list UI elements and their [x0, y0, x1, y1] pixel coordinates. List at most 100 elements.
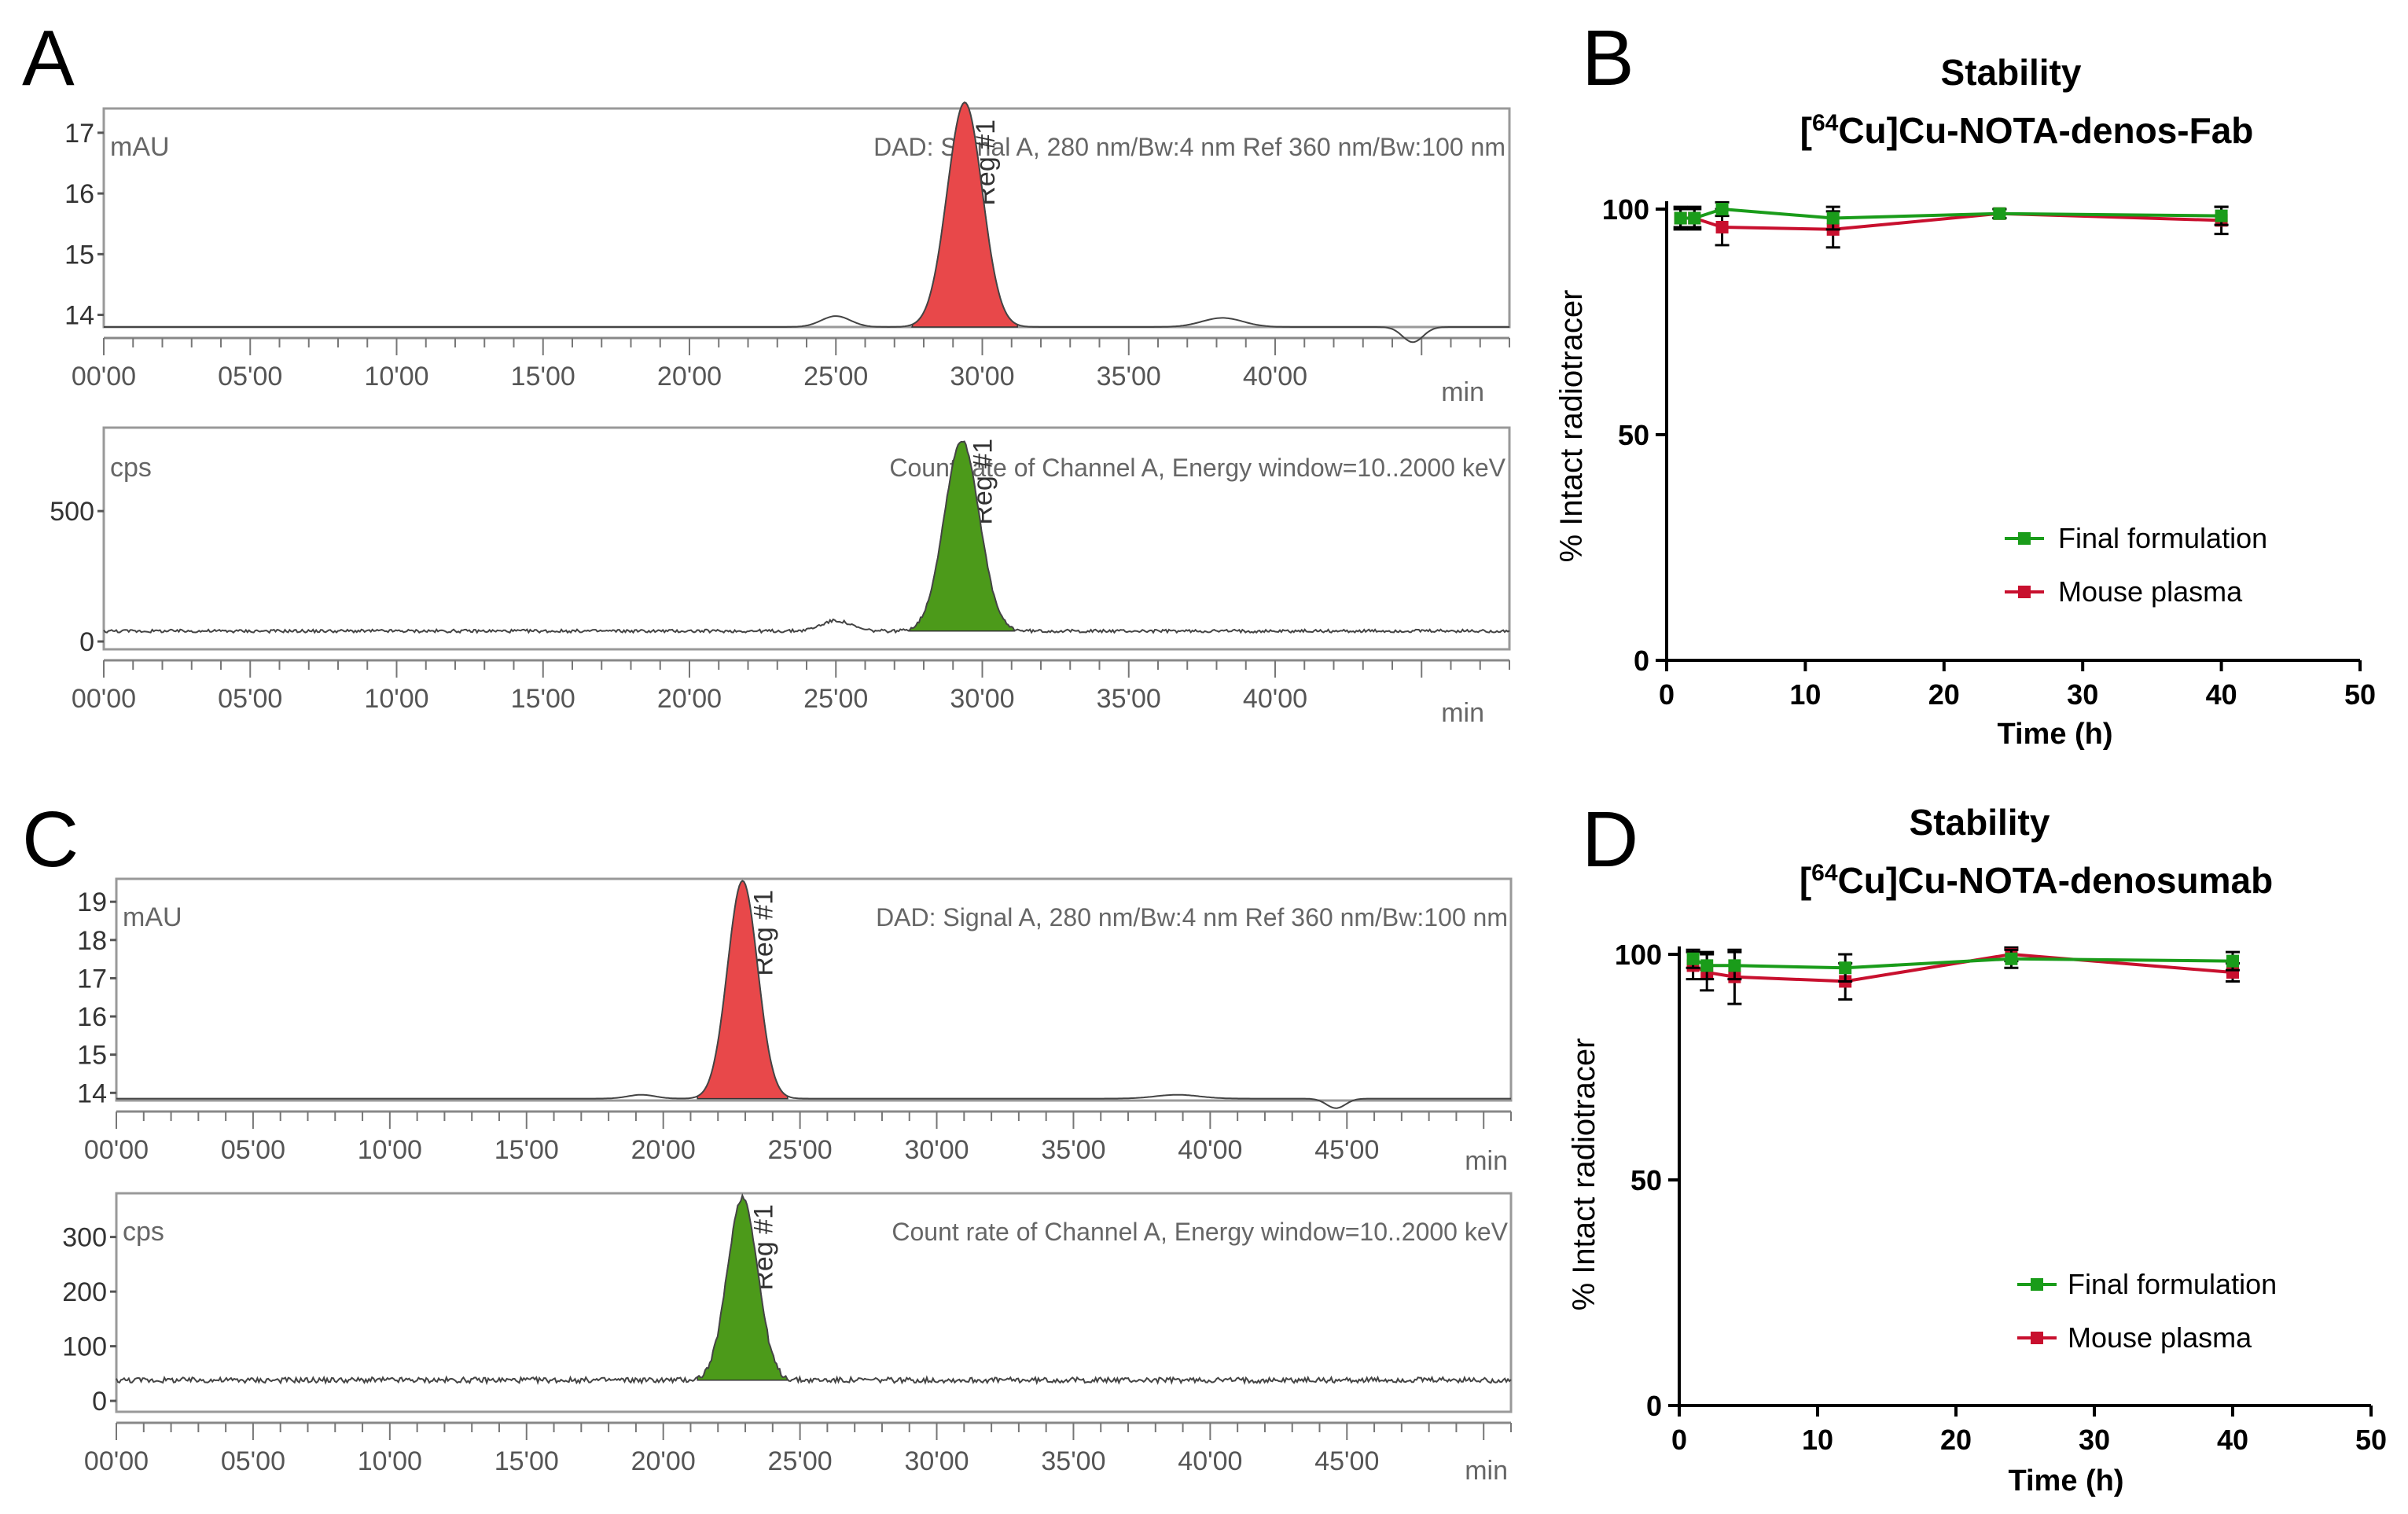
c-radio-x-tick-label: 05'00 [221, 1446, 285, 1476]
a-radio-x-tick-label: 35'00 [1097, 684, 1161, 714]
c-uv-plot-frame [115, 877, 1513, 1102]
panel-c-radio-chromatogram: cps Count rate of Channel A, Energy wind… [62, 1192, 1513, 1486]
d-legend-final-marker [2031, 1278, 2043, 1291]
panel-letter-a: A [22, 14, 75, 102]
a-uv-x-tick-label: 05'00 [218, 362, 282, 391]
c-radio-x-tick-label: 00'00 [84, 1446, 149, 1476]
c-radio-x-tick-label: 15'00 [494, 1446, 559, 1476]
a-uv-y-tick-label: 15 [64, 240, 94, 270]
c-uv-y-tick-label: 14 [77, 1079, 107, 1108]
d-final-point [1728, 959, 1741, 972]
d-final-point [2005, 952, 2018, 965]
a-uv-y-tick-label: 14 [64, 301, 94, 331]
b-subtitle: [64Cu]Cu-NOTA-denos-Fab [1800, 110, 2254, 151]
c-uv-x-tick-label: 45'00 [1314, 1135, 1379, 1165]
c-uv-y-tick-label: 18 [77, 926, 107, 956]
panel-letter-d: D [1582, 796, 1638, 884]
c-uv-y-tick-label: 16 [77, 1002, 107, 1032]
d-x-tick-label: 40 [2217, 1424, 2248, 1456]
c-uv-y-tick-label: 17 [77, 964, 107, 994]
d-x-tick-label: 30 [2079, 1424, 2110, 1456]
b-x-tick-label: 20 [1928, 678, 1960, 711]
d-y-tick-label: 50 [1630, 1164, 1662, 1196]
d-title: Stability [1910, 802, 2050, 843]
c-uv-detector-label: DAD: Signal A, 280 nm/Bw:4 nm Ref 360 nm… [876, 903, 1508, 932]
c-radio-x-tick-label: 35'00 [1041, 1446, 1105, 1476]
b-y-tick-label: 100 [1602, 193, 1649, 226]
c-radio-x-tick-label: 40'00 [1178, 1446, 1242, 1476]
d-y-axis-label: % Intact radiotracer [1567, 1038, 1601, 1311]
b-x-tick-label: 10 [1789, 678, 1821, 711]
a-radio-y-tick-label: 0 [79, 627, 94, 657]
c-uv-y-tick-label: 19 [77, 887, 107, 917]
d-subtitle: [64Cu]Cu-NOTA-denosumab [1800, 860, 2273, 901]
c-uv-x-tick-label: 25'00 [768, 1135, 833, 1165]
d-final-point [2226, 954, 2239, 968]
b-final-point [1715, 203, 1729, 215]
panel-b-stability-chart: Stability [64Cu]Cu-NOTA-denos-Fab Time (… [1554, 52, 2376, 751]
a-uv-x-tick-label: 15'00 [511, 362, 575, 391]
c-radio-x-tick-label: 45'00 [1314, 1446, 1379, 1476]
d-final-point [1839, 961, 1852, 975]
c-radio-y-tick-label: 0 [92, 1387, 107, 1417]
c-uv-x-tick-label: 10'00 [358, 1135, 422, 1165]
b-final-point [1688, 211, 1701, 225]
c-radio-x-tick-label: 25'00 [768, 1446, 833, 1476]
a-uv-x-tick-label: 35'00 [1097, 362, 1161, 391]
panel-d-stability-chart: Stability [64Cu]Cu-NOTA-denosumab Time (… [1567, 802, 2387, 1497]
c-uv-y-tick-label: 15 [77, 1041, 107, 1071]
c-uv-x-tick-label: 00'00 [84, 1135, 149, 1165]
a-uv-signal-line [104, 101, 1509, 344]
b-x-axis-label: Time (h) [1997, 718, 2112, 751]
c-uv-unit-label: mAU [123, 902, 182, 932]
c-radio-x-tick-label: 20'00 [631, 1446, 696, 1476]
c-radio-unit-label: cps [123, 1217, 164, 1247]
panel-a-uv-chromatogram: mAU DAD: Signal A, 280 nm/Bw:4 nm Ref 36… [64, 101, 1511, 407]
a-radio-plot-frame [102, 426, 1511, 651]
a-radio-x-tick-label: 25'00 [803, 684, 868, 714]
a-uv-x-tick-label: 10'00 [364, 362, 428, 391]
b-final-point [2215, 209, 2228, 222]
b-y-tick-label: 50 [1618, 419, 1649, 451]
a-radio-signal-line [103, 440, 1510, 634]
a-uv-plot-frame [102, 107, 1511, 329]
b-x-tick-label: 0 [1659, 678, 1675, 711]
c-uv-x-tick-label: 40'00 [1178, 1135, 1242, 1165]
d-legend-plasma: Mouse plasma [2068, 1321, 2252, 1354]
c-uv-x-unit: min [1465, 1146, 1508, 1176]
d-legend-final: Final formulation [2068, 1268, 2277, 1300]
b-plasma-point [1715, 220, 1729, 233]
a-uv-x-tick-label: 20'00 [657, 362, 722, 391]
c-uv-x-tick-label: 05'00 [221, 1135, 285, 1165]
d-final-point [1686, 952, 1700, 965]
c-uv-x-tick-label: 35'00 [1041, 1135, 1105, 1165]
panel-c-uv-chromatogram: mAU DAD: Signal A, 280 nm/Bw:4 nm Ref 36… [77, 877, 1513, 1176]
b-x-tick-label: 40 [2206, 678, 2237, 711]
b-y-axis-label: % Intact radiotracer [1554, 290, 1589, 563]
c-radio-x-unit: min [1465, 1456, 1508, 1486]
a-radio-y-tick-label: 500 [50, 497, 94, 527]
d-x-tick-label: 0 [1671, 1424, 1687, 1456]
a-uv-unit-label: mAU [110, 132, 170, 162]
b-legend-plasma-marker [2018, 586, 2031, 598]
a-uv-y-tick-label: 17 [64, 119, 94, 149]
b-legend-plasma: Mouse plasma [2058, 575, 2243, 608]
a-radio-x-tick-label: 05'00 [218, 684, 282, 714]
b-final-point [1993, 207, 2006, 220]
a-radio-x-tick-label: 10'00 [364, 684, 428, 714]
c-uv-x-tick-label: 30'00 [904, 1135, 969, 1165]
d-y-tick-label: 0 [1646, 1390, 1662, 1422]
a-radio-x-tick-label: 30'00 [950, 684, 1014, 714]
a-radio-x-tick-label: 15'00 [511, 684, 575, 714]
d-y-tick-label: 100 [1615, 939, 1662, 971]
c-radio-x-tick-label: 10'00 [358, 1446, 422, 1476]
b-final-point [1674, 211, 1687, 225]
d-x-tick-label: 10 [1802, 1424, 1833, 1456]
c-radio-y-tick-label: 300 [62, 1223, 107, 1253]
panel-letter-b: B [1582, 14, 1634, 102]
a-radio-x-tick-label: 00'00 [72, 684, 136, 714]
b-legend-final-marker [2018, 532, 2031, 545]
d-x-tick-label: 20 [1940, 1424, 1972, 1456]
a-uv-detector-label: DAD: Signal A, 280 nm/Bw:4 nm Ref 360 nm… [873, 133, 1505, 161]
